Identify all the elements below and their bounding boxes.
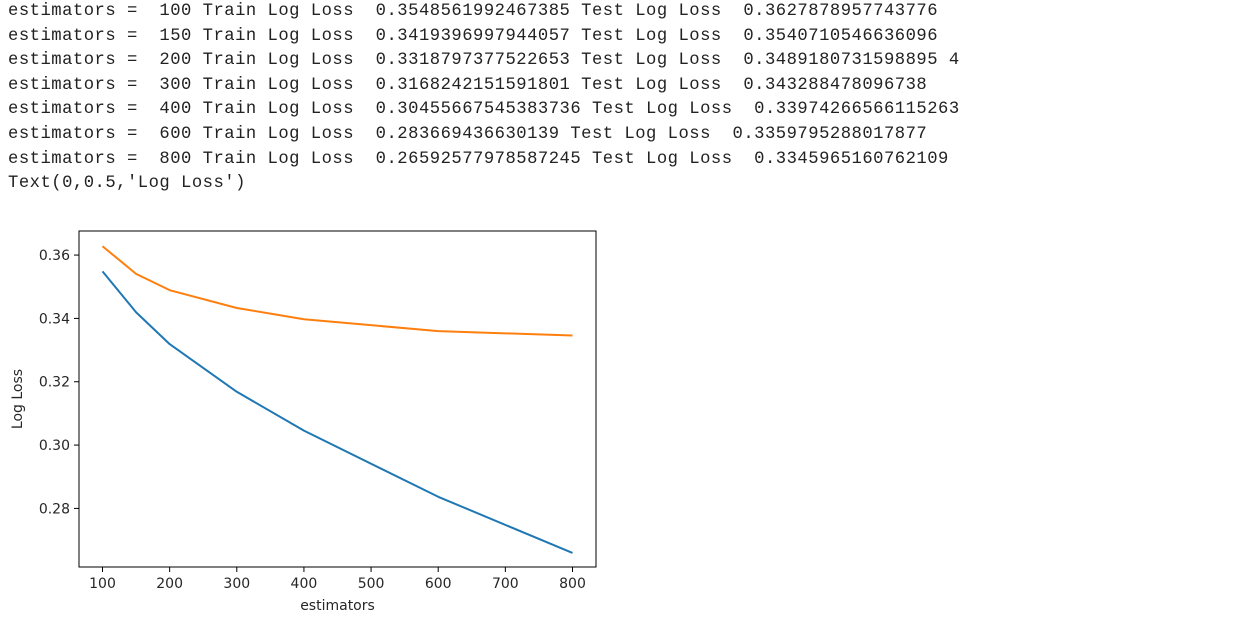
y-tick: 0.32 [39,375,79,391]
x-tick: 300 [223,567,250,592]
plot-lines [101,245,573,554]
x-tick: 700 [492,567,519,592]
x-tick: 800 [559,567,586,592]
y-tick-label: 0.28 [39,501,70,517]
series-line-1 [101,245,573,337]
x-tick: 500 [358,567,385,592]
x-tick-label: 600 [425,576,452,592]
y-axis: 0.28 0.30 0.32 0.34 0.36 [39,248,79,517]
x-tick-label: 300 [223,576,250,592]
x-axis: 100 200 300 400 500 600 700 800 [89,567,586,592]
x-tick-label: 400 [291,576,318,592]
y-axis-label: Log Loss [10,369,26,429]
x-tick-label: 700 [492,576,519,592]
x-tick-label: 100 [89,576,116,592]
x-tick: 400 [291,567,318,592]
output-line: estimators = 300 Train Log Loss 0.316824… [8,75,928,95]
output-line: estimators = 600 Train Log Loss 0.283669… [8,124,928,144]
x-axis-label: estimators [300,598,375,614]
y-tick-label: 0.32 [39,375,70,391]
x-tick-label: 500 [358,576,385,592]
x-tick-label: 800 [559,576,586,592]
x-tick: 200 [156,567,183,592]
console-output: estimators = 100 Train Log Loss 0.354856… [8,0,960,197]
output-line: estimators = 150 Train Log Loss 0.341939… [8,26,939,46]
y-tick-label: 0.34 [39,311,70,327]
x-tick: 100 [89,567,116,592]
y-tick: 0.28 [39,501,79,517]
y-tick: 0.30 [39,438,79,454]
x-tick-label: 200 [156,576,183,592]
output-line: estimators = 100 Train Log Loss 0.354856… [8,2,939,21]
output-line: Text(0,0.5,'Log Loss') [8,174,246,194]
log-loss-chart: 100 200 300 400 500 600 700 800 0.28 0.30 0.32 0.3… [10,230,597,614]
output-line: estimators = 400 Train Log Loss 0.304556… [8,100,960,120]
y-tick: 0.36 [39,248,79,264]
series-line-0 [101,270,573,554]
plot-frame [78,230,597,568]
x-tick: 600 [425,567,452,592]
output-line: estimators = 200 Train Log Loss 0.331879… [8,51,960,71]
output-line: estimators = 800 Train Log Loss 0.265925… [8,149,949,169]
y-tick-label: 0.30 [39,438,70,454]
y-tick-label: 0.36 [39,248,70,264]
y-tick: 0.34 [39,311,79,327]
